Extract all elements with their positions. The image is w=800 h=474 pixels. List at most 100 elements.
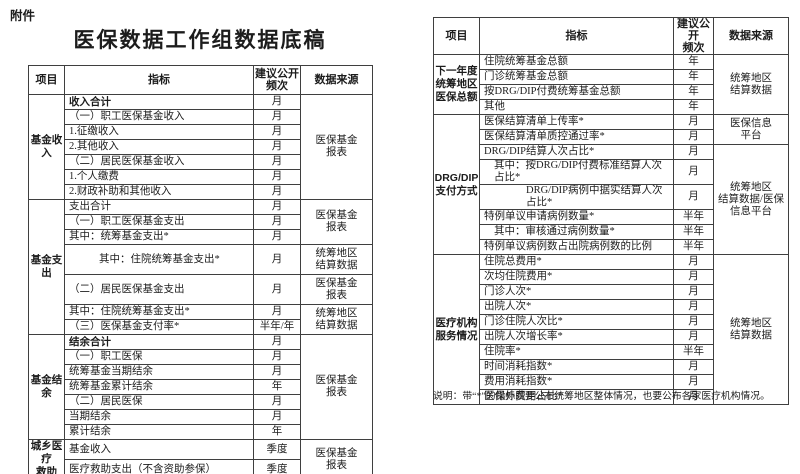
data-source-cell: 医保基金 报表 (300, 439, 373, 474)
indicator-cell: 累计结余 (64, 424, 254, 440)
indicator-cell: 住院率* (479, 344, 674, 360)
frequency-cell: 月 (253, 124, 301, 140)
table-row: 医疗救助支出（不含资助参保） 季度 (29, 459, 373, 474)
frequency-cell: 半年 (673, 224, 714, 240)
frequency-cell: 半年/年 (253, 319, 301, 335)
left-data-table: 项目 指标 建议公开 频次 数据来源 基金收入 收入合计 月 医保基金 报表 （… (28, 65, 373, 474)
footnote: 说明：带“*”的指标既要公布统筹地区整体情况，也要公布各家医疗机构情况。 (433, 391, 770, 402)
right-data-table: 项目 指标 建议公开 频次 数据来源 下一年度 统筹地区 医保总额 住院统筹基金… (433, 17, 789, 405)
frequency-cell: 年 (673, 84, 714, 100)
page-title: 医保数据工作组数据底稿 (73, 28, 327, 52)
table-row: 医疗机构 服务情况 住院总费用* 月 统筹地区 结算数据 (433, 254, 789, 405)
table-row: DRG/DIP 支付方式 医保结算清单上传率* 月 医保信息 平台 (433, 114, 789, 255)
table-row: 2.财政补助和其他收入月 (29, 184, 373, 200)
frequency-cell: 半年 (673, 239, 714, 255)
indicator-cell: 统筹基金当期结余 (64, 364, 254, 380)
indicator-cell: 其中：审核通过病例数量* (479, 224, 674, 240)
frequency-cell: 年 (673, 69, 714, 85)
indicator-cell: （二）居民医保基金支出 (64, 274, 254, 305)
frequency-cell: 月 (673, 359, 714, 375)
indicator-cell: 次均住院费用* (479, 269, 674, 285)
indicator-cell: 其中：统筹基金支出* (64, 229, 254, 245)
data-source-cell: 统筹地区 结算数据 (300, 304, 373, 335)
col-header-item: 项目 (433, 17, 480, 55)
col-header-source: 数据来源 (300, 65, 373, 95)
table-row: 下一年度 统筹地区 医保总额 住院统筹基金总额 年 统筹地区 结算数据 (433, 54, 789, 115)
indicator-cell: 其中：住院统筹基金支出* (64, 304, 254, 320)
frequency-cell: 月 (673, 314, 714, 330)
frequency-cell: 月 (253, 154, 301, 170)
indicator-cell: 其中：按DRG/DIP付费标准结算人次占比* (479, 159, 674, 185)
frequency-cell: 季度 (253, 459, 301, 474)
data-source-cell: 医保基金 报表 (300, 199, 373, 245)
frequency-cell: 月 (253, 169, 301, 185)
col-header-source: 数据来源 (713, 17, 789, 55)
indicator-cell: 住院统筹基金总额 (479, 54, 674, 70)
frequency-cell: 月 (253, 364, 301, 380)
frequency-cell: 年 (673, 99, 714, 115)
data-source-cell: 统筹地区 结算数据 (713, 254, 789, 405)
indicator-cell: 时间消耗指数* (479, 359, 674, 375)
indicator-cell: 其中：住院统筹基金支出* (64, 244, 254, 275)
frequency-cell: 半年 (673, 209, 714, 225)
frequency-cell: 月 (253, 409, 301, 425)
project-group-cell: DRG/DIP 支付方式 (433, 114, 480, 255)
table-row: 费用消耗指数* 月 (434, 374, 789, 390)
frequency-cell: 季度 (253, 439, 301, 460)
frequency-cell: 半年 (673, 344, 714, 360)
table-row: 累计结余年 (29, 424, 373, 440)
indicator-cell: 其他 (479, 99, 674, 115)
frequency-cell: 月 (673, 284, 714, 300)
indicator-cell: （二）居民医保基金收入 (64, 154, 254, 170)
table-row: 医保外费用占比* 月 (434, 389, 789, 405)
frequency-cell: 月 (673, 114, 714, 130)
indicator-cell: （二）居民医保 (64, 394, 254, 410)
table-row: 基金收入 收入合计 月 医保基金 报表 (28, 94, 373, 200)
indicator-cell: 当期结余 (64, 409, 254, 425)
frequency-cell: 月 (253, 304, 301, 320)
frequency-cell: 月 (673, 184, 714, 210)
indicator-cell: DRG/DIP结算人次占比* (479, 144, 674, 160)
frequency-cell: 月 (253, 349, 301, 365)
col-header-indicator: 指标 (64, 65, 254, 95)
indicator-cell: 1.个人缴费 (64, 169, 254, 185)
indicator-cell: 统筹基金累计结余 (64, 379, 254, 395)
indicator-cell: 1.征缴收入 (64, 124, 254, 140)
indicator-cell: 医疗救助支出（不含资助参保） (64, 459, 254, 474)
frequency-cell: 月 (253, 199, 301, 215)
table-row: （三）医保基金支付率* 半年/年 (29, 319, 373, 335)
col-header-frequency: 建议公开 频次 (253, 65, 301, 95)
table-row: DRG/DIP病例中据实结算人次占比* 月 (434, 184, 789, 210)
indicator-cell: 出院人次增长率* (479, 329, 674, 345)
frequency-cell: 月 (673, 389, 714, 405)
frequency-cell: 月 (673, 254, 714, 270)
table-row: 门诊人次* 月 (434, 284, 789, 300)
frequency-cell: 年 (253, 379, 301, 395)
frequency-cell: 月 (253, 109, 301, 125)
table-row: （二）居民医保基金支出 月 医保基金 报表 (29, 274, 373, 305)
frequency-cell: 月 (253, 94, 301, 110)
table-row: 特例单议病例数占出院病例数的比例 半年 (434, 239, 789, 255)
indicator-cell: 门诊人次* (479, 284, 674, 300)
table-row: 其中：审核通过病例数量* 半年 (434, 224, 789, 240)
indicator-cell: （一）职工医保基金支出 (64, 214, 254, 230)
col-header-frequency: 建议公开 频次 (673, 17, 714, 55)
table-row: 1.征缴收入月 (29, 124, 373, 140)
project-group-cell: 基金收入 (28, 94, 65, 200)
indicator-cell: 门诊统筹基金总额 (479, 69, 674, 85)
table-row: 统筹基金当期结余月 (29, 364, 373, 380)
frequency-cell: 年 (253, 424, 301, 440)
frequency-cell: 月 (673, 144, 714, 160)
col-header-item: 项目 (28, 65, 65, 95)
indicator-cell: 出院人次* (479, 299, 674, 315)
table-row: 基金支出 支出合计 月 医保基金 报表 (28, 199, 373, 335)
frequency-cell: 年 (673, 54, 714, 70)
table-row: 统筹基金累计结余年 (29, 379, 373, 395)
data-source-cell: 统筹地区 结算数据/医保 信息平台 (713, 144, 789, 255)
table-row: 其中：住院统筹基金支出* 月 统筹地区 结算数据 (29, 244, 373, 275)
frequency-cell: 月 (253, 274, 301, 305)
table-row: DRG/DIP结算人次占比* 月 统筹地区 结算数据/医保 信息平台 (434, 144, 789, 255)
indicator-cell: 住院总费用* (479, 254, 674, 270)
table-row: 城乡医疗 救助 基金收入 季度 医保基金 报表 (28, 439, 373, 474)
